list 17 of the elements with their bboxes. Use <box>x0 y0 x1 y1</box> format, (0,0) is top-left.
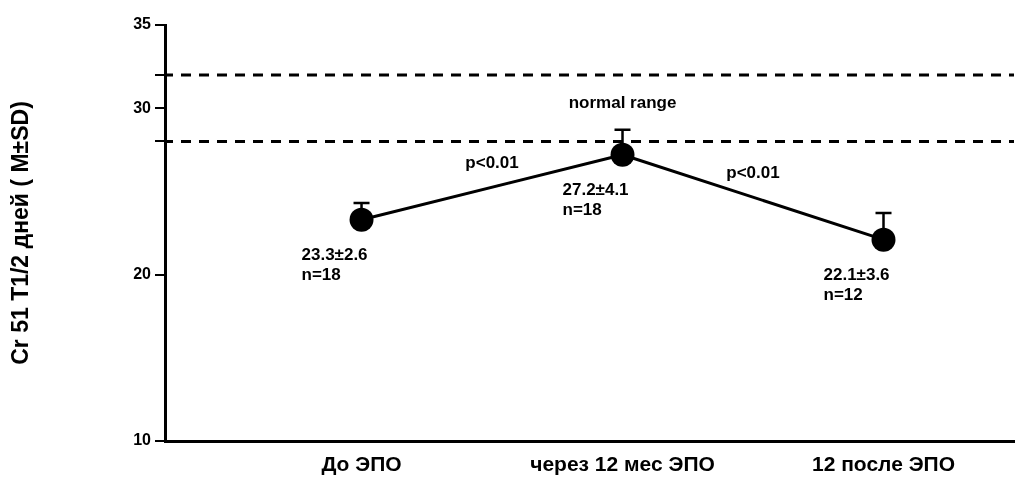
y-tick-label: 20 <box>133 265 152 283</box>
point <box>871 227 896 252</box>
y-tick-label: 10 <box>133 431 152 449</box>
annotation: p<0.01 <box>465 152 519 172</box>
point <box>610 142 635 167</box>
annotation: 22.1±3.6 n=12 <box>823 265 890 305</box>
annotation: 27.2±4.1 n=18 <box>562 180 629 220</box>
x-tick-label: через 12 мес ЭПО <box>530 452 715 476</box>
annotation: 23.3±2.6 n=18 <box>301 245 368 285</box>
y-axis-title: Cr 51 T1/2 дней ( M±SD) <box>7 101 34 365</box>
annotation: p<0.01 <box>726 162 780 182</box>
annotation: normal range <box>568 92 677 112</box>
point <box>349 207 374 232</box>
x-tick-label: 12 после ЭПО <box>811 452 956 476</box>
y-tick-label: 30 <box>133 98 152 116</box>
y-tick-label: 35 <box>133 15 152 33</box>
x-tick-label: До ЭПО <box>321 452 402 476</box>
